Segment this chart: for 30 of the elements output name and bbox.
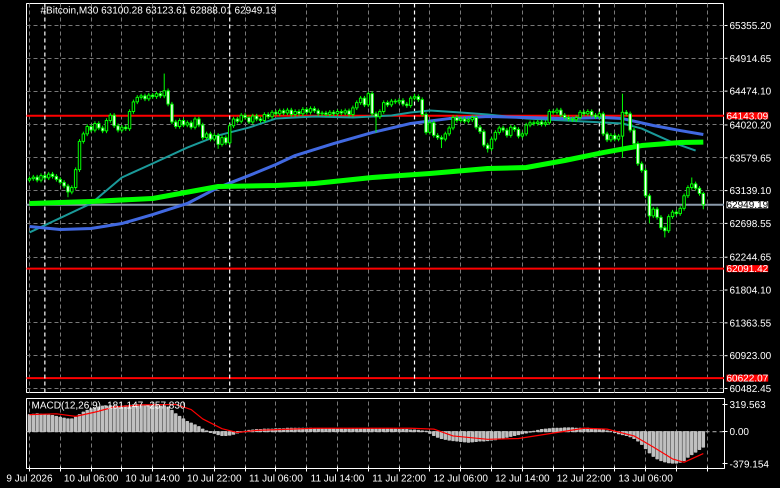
x-tick-label: 12 Jul 06:00 xyxy=(433,474,488,484)
x-tick-label: 11 Jul 06:00 xyxy=(249,474,304,484)
y-tick-label: 61804.10 xyxy=(730,286,772,297)
y-tick-label: 62698.55 xyxy=(730,218,772,230)
x-tick-label: 10 Jul 22:00 xyxy=(187,474,242,484)
x-tick-label: 10 Jul 06:00 xyxy=(64,474,119,484)
y-tick-label: 62244.65 xyxy=(730,252,772,264)
y-tick-label: 64474.10 xyxy=(730,86,772,98)
y-tick-label: 0.00 xyxy=(730,427,750,438)
y-tick-label: 65355.20 xyxy=(730,21,772,32)
x-tick-label: 10 Jul 14:00 xyxy=(125,474,180,484)
x-tick-label: 9 Jul 2026 xyxy=(6,474,53,484)
y-tick-label: 64914.65 xyxy=(730,54,772,65)
y-tick-label: 61363.55 xyxy=(730,318,772,330)
chart-title: #Bitcoin,M30 63100.28 63123.61 62888.01 62949.19 xyxy=(40,6,277,16)
x-tick-label: 11 Jul 22:00 xyxy=(372,474,426,484)
y-tick-label: 63579.65 xyxy=(730,153,772,164)
ref-line-label: 64143.09 xyxy=(726,111,769,122)
x-tick-label: 12 Jul 22:00 xyxy=(556,474,612,484)
ref-line-label: 62949.19 xyxy=(726,200,769,212)
y-tick-label: 60923.00 xyxy=(730,351,772,362)
x-tick-label: 12 Jul 14:00 xyxy=(495,474,550,484)
x-tick-label: 11 Jul 14:00 xyxy=(310,474,365,484)
chart-title: MACD(12,26,9) -181.147 -257.830 xyxy=(32,400,186,412)
y-tick-label: -379.154 xyxy=(730,459,770,470)
y-tick-label: 63139.10 xyxy=(730,186,772,198)
x-tick-label: 13 Jul 06:00 xyxy=(618,474,674,484)
y-tick-label: 319.563 xyxy=(730,400,766,411)
y-tick-label: 60482.45 xyxy=(730,384,772,395)
y-tick-label: 64020.20 xyxy=(730,120,772,132)
